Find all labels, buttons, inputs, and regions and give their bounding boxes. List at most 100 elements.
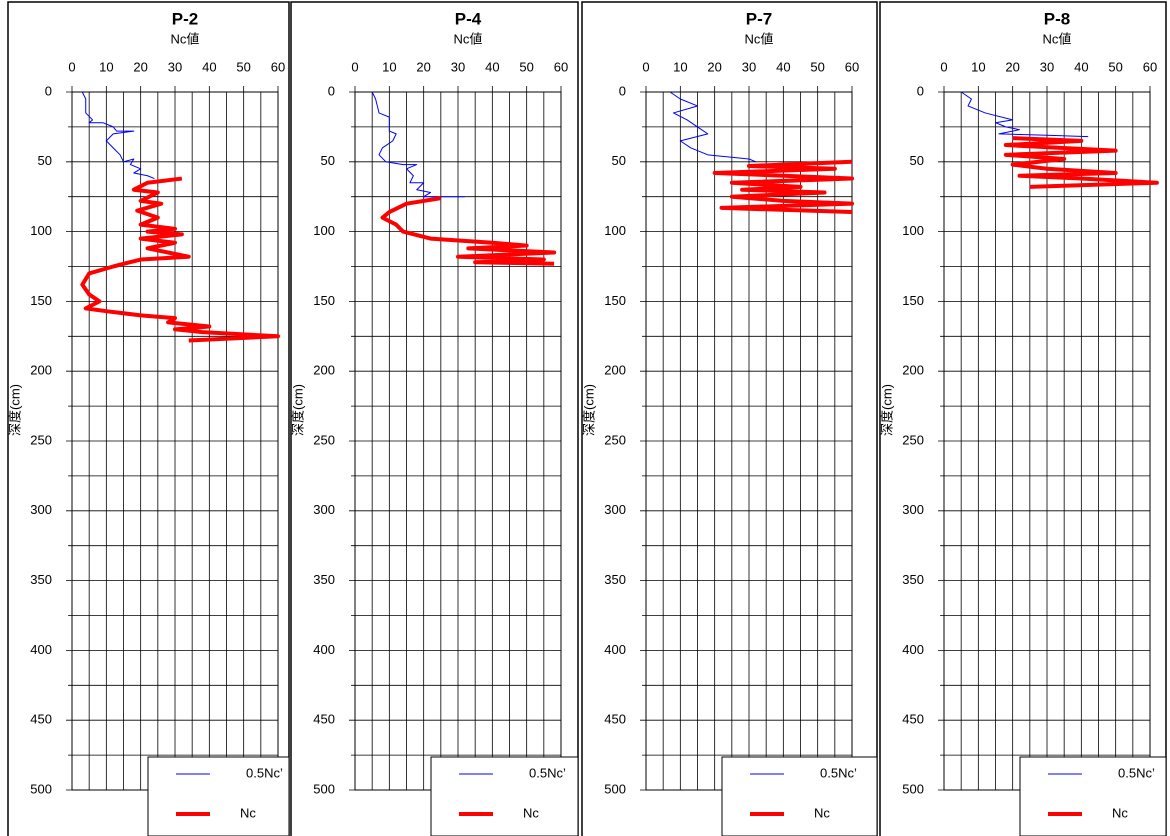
y-tick-label: 250 [902, 432, 924, 447]
data-line [380, 196, 557, 266]
y-tick-label: 500 [30, 781, 52, 796]
y-tick-label: 50 [910, 153, 924, 168]
x-tick-label: 30 [742, 59, 756, 74]
y-tick-label: 0 [45, 83, 52, 98]
y-tick-label: 200 [30, 363, 52, 378]
x-axis-label: Nc値 [745, 31, 774, 46]
x-tick-label: 50 [1108, 59, 1122, 74]
x-tick-label: 40 [1074, 59, 1088, 74]
data-line [1003, 136, 1159, 189]
x-tick-label: 0 [68, 59, 75, 74]
data-line [669, 91, 757, 163]
y-axis-label: 深度(cm) [581, 384, 596, 436]
y-tick-label: 150 [902, 293, 924, 308]
x-tick-label: 40 [202, 59, 216, 74]
legend-label: Nc [523, 805, 539, 820]
panel-frame [879, 1, 1167, 836]
legend-label: 0.5Nc’ [529, 765, 566, 780]
y-axis-label: 深度(cm) [879, 384, 894, 436]
y-tick-label: 400 [604, 642, 626, 657]
legend-label: Nc [1112, 805, 1128, 820]
y-tick-label: 150 [30, 293, 52, 308]
y-axis-label: 深度(cm) [7, 384, 22, 436]
y-tick-label: 300 [604, 502, 626, 517]
y-tick-label: 350 [30, 572, 52, 587]
x-tick-label: 0 [940, 59, 947, 74]
data-line [80, 176, 280, 343]
y-tick-label: 250 [604, 432, 626, 447]
data-line [960, 91, 1089, 138]
y-tick-label: 350 [902, 572, 924, 587]
data-line [81, 91, 155, 180]
x-tick-label: 60 [845, 59, 859, 74]
y-tick-label: 300 [902, 502, 924, 517]
y-tick-label: 300 [30, 502, 52, 517]
x-tick-label: 50 [519, 59, 533, 74]
x-axis-label: Nc値 [171, 31, 200, 46]
y-tick-label: 400 [30, 642, 52, 657]
x-tick-label: 60 [271, 59, 285, 74]
y-tick-label: 0 [328, 83, 335, 98]
y-tick-label: 450 [604, 712, 626, 727]
y-tick-label: 100 [902, 223, 924, 238]
y-tick-label: 500 [313, 781, 335, 796]
chart-title: P-8 [1044, 9, 1070, 28]
chart-title: P-7 [746, 9, 772, 28]
x-tick-label: 0 [642, 59, 649, 74]
y-tick-label: 350 [313, 572, 335, 587]
y-tick-label: 150 [604, 293, 626, 308]
x-tick-label: 30 [168, 59, 182, 74]
y-tick-label: 100 [604, 223, 626, 238]
legend-label: 0.5Nc’ [1118, 765, 1155, 780]
data-line [712, 159, 854, 215]
y-tick-label: 300 [313, 502, 335, 517]
y-tick-label: 50 [38, 153, 52, 168]
y-tick-label: 250 [313, 432, 335, 447]
y-tick-label: 400 [902, 642, 924, 657]
x-tick-label: 60 [1143, 59, 1157, 74]
y-tick-label: 450 [30, 712, 52, 727]
legend-label: Nc [814, 805, 830, 820]
x-tick-label: 40 [776, 59, 790, 74]
x-tick-label: 40 [485, 59, 499, 74]
legend-label: 0.5Nc’ [820, 765, 857, 780]
y-tick-label: 200 [902, 363, 924, 378]
legend-label: 0.5Nc’ [246, 765, 283, 780]
x-tick-label: 10 [382, 59, 396, 74]
x-tick-label: 50 [236, 59, 250, 74]
legend-box [147, 756, 290, 836]
x-tick-label: 20 [707, 59, 721, 74]
legend-box [721, 756, 878, 836]
y-tick-label: 200 [313, 363, 335, 378]
data-line [371, 91, 465, 198]
chart-title: P-4 [455, 9, 482, 28]
x-tick-label: 20 [1005, 59, 1019, 74]
x-tick-label: 10 [99, 59, 113, 74]
y-tick-label: 150 [313, 293, 335, 308]
x-axis-label: Nc値 [454, 31, 483, 46]
y-tick-label: 250 [30, 432, 52, 447]
y-tick-label: 50 [612, 153, 626, 168]
x-tick-label: 20 [133, 59, 147, 74]
x-tick-label: 30 [1040, 59, 1054, 74]
x-tick-label: 10 [673, 59, 687, 74]
x-axis-label: Nc値 [1043, 31, 1072, 46]
y-axis-label: 深度(cm) [290, 384, 305, 436]
legend-box [1019, 756, 1167, 836]
x-tick-label: 30 [451, 59, 465, 74]
panel-frame [7, 1, 290, 836]
panel-frame [290, 1, 579, 836]
y-tick-label: 200 [604, 363, 626, 378]
x-tick-label: 10 [971, 59, 985, 74]
legend-label: Nc [240, 805, 256, 820]
panel-frame [581, 1, 878, 836]
x-tick-label: 50 [810, 59, 824, 74]
y-tick-label: 500 [604, 781, 626, 796]
x-tick-label: 60 [554, 59, 568, 74]
chart-title: P-2 [172, 9, 198, 28]
y-tick-label: 500 [902, 781, 924, 796]
y-tick-label: 400 [313, 642, 335, 657]
y-tick-label: 0 [619, 83, 626, 98]
y-tick-label: 100 [313, 223, 335, 238]
